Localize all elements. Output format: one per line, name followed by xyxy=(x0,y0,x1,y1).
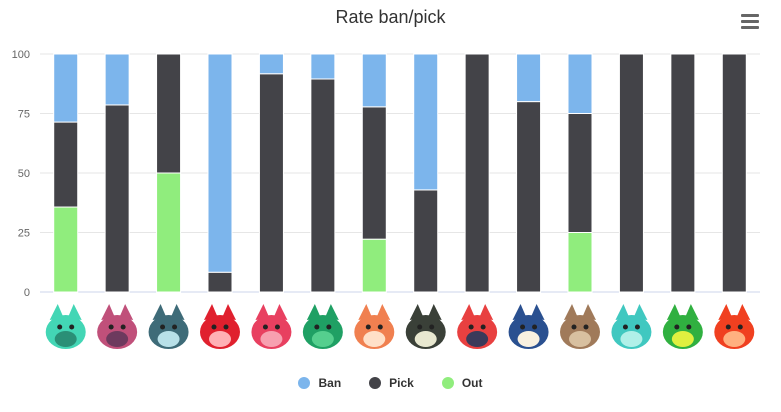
bar-out-7[interactable] xyxy=(361,238,387,293)
legend-dot-icon xyxy=(369,377,382,389)
character-portrait-3 xyxy=(143,302,194,352)
legend-label: Out xyxy=(461,376,483,390)
character-portrait-5 xyxy=(246,302,297,352)
bar-ban-8[interactable] xyxy=(413,53,439,191)
character-portrait-2 xyxy=(92,302,143,352)
character-portrait-1 xyxy=(40,302,91,352)
y-tick-label: 100 xyxy=(12,49,30,61)
bar-pick-9[interactable] xyxy=(464,53,490,293)
bar-ban-6[interactable] xyxy=(310,53,336,80)
bar-pick-6[interactable] xyxy=(310,78,336,293)
bar-pick-4[interactable] xyxy=(207,271,233,293)
bars xyxy=(53,53,747,293)
bar-pick-11[interactable] xyxy=(567,113,593,233)
character-portrait-8 xyxy=(400,302,451,352)
character-portrait-13 xyxy=(657,302,708,352)
bar-pick-2[interactable] xyxy=(104,104,130,293)
bar-pick-14[interactable] xyxy=(721,53,747,293)
character-portrait-7 xyxy=(349,302,400,352)
bar-ban-1[interactable] xyxy=(53,53,79,123)
y-tick-label: 25 xyxy=(18,228,30,240)
legend: Ban Pick Out xyxy=(0,376,781,390)
bar-out-3[interactable] xyxy=(156,172,182,293)
legend-item-out[interactable]: Out xyxy=(441,376,483,390)
bar-pick-3[interactable] xyxy=(156,53,182,174)
legend-item-ban[interactable]: Ban xyxy=(298,376,341,390)
bar-pick-10[interactable] xyxy=(516,101,542,293)
bar-ban-2[interactable] xyxy=(104,53,130,106)
bar-out-11[interactable] xyxy=(567,232,593,293)
character-portrait-4 xyxy=(195,302,245,352)
bar-pick-7[interactable] xyxy=(361,106,387,240)
legend-item-pick[interactable]: Pick xyxy=(369,376,414,390)
bar-pick-12[interactable] xyxy=(618,53,644,293)
bar-ban-10[interactable] xyxy=(516,53,542,103)
y-tick-label: 0 xyxy=(24,287,30,299)
bar-pick-8[interactable] xyxy=(413,189,439,293)
character-portrait-6 xyxy=(297,302,348,352)
character-portrait-11 xyxy=(555,302,605,352)
bar-pick-1[interactable] xyxy=(53,121,79,208)
legend-label: Ban xyxy=(318,376,342,390)
bar-ban-7[interactable] xyxy=(361,53,387,108)
y-tick-label: 50 xyxy=(18,168,30,180)
character-portrait-10 xyxy=(503,302,554,352)
legend-dot-icon xyxy=(441,377,454,389)
hamburger-menu-icon[interactable] xyxy=(741,14,759,30)
bar-ban-11[interactable] xyxy=(567,53,593,114)
bar-ban-4[interactable] xyxy=(207,53,233,273)
x-axis-portraits xyxy=(40,302,760,352)
character-portrait-9 xyxy=(452,302,503,352)
bar-out-1[interactable] xyxy=(53,206,79,293)
legend-label: Pick xyxy=(389,376,414,390)
bar-pick-5[interactable] xyxy=(258,73,284,293)
character-portrait-12 xyxy=(606,302,657,352)
y-axis: 0 25 50 75 100 xyxy=(12,49,30,299)
bar-ban-5[interactable] xyxy=(258,53,284,75)
y-tick-label: 75 xyxy=(18,109,30,121)
character-portrait-14 xyxy=(709,302,760,352)
grid-lines xyxy=(40,53,760,293)
chart-title: Rate ban/pick xyxy=(335,7,446,27)
bar-pick-13[interactable] xyxy=(670,53,696,293)
legend-dot-icon xyxy=(298,377,311,389)
